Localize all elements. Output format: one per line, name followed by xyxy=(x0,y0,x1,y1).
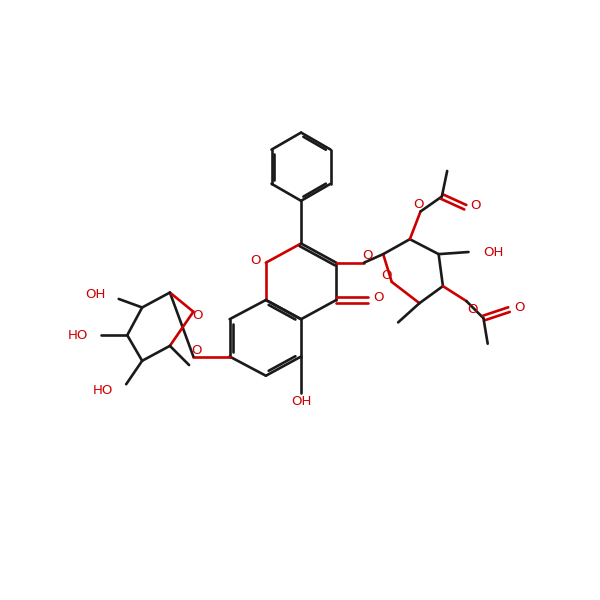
Text: O: O xyxy=(413,197,424,211)
Text: O: O xyxy=(362,249,373,262)
Text: O: O xyxy=(250,254,260,267)
Text: O: O xyxy=(191,344,202,356)
Text: O: O xyxy=(193,310,203,322)
Text: O: O xyxy=(514,301,525,314)
Text: O: O xyxy=(467,303,478,316)
Text: O: O xyxy=(471,199,481,212)
Text: O: O xyxy=(381,269,392,282)
Text: OH: OH xyxy=(86,288,106,301)
Text: OH: OH xyxy=(291,395,311,408)
Text: HO: HO xyxy=(93,384,113,397)
Text: HO: HO xyxy=(67,329,88,341)
Text: O: O xyxy=(374,292,384,304)
Text: OH: OH xyxy=(484,245,504,259)
